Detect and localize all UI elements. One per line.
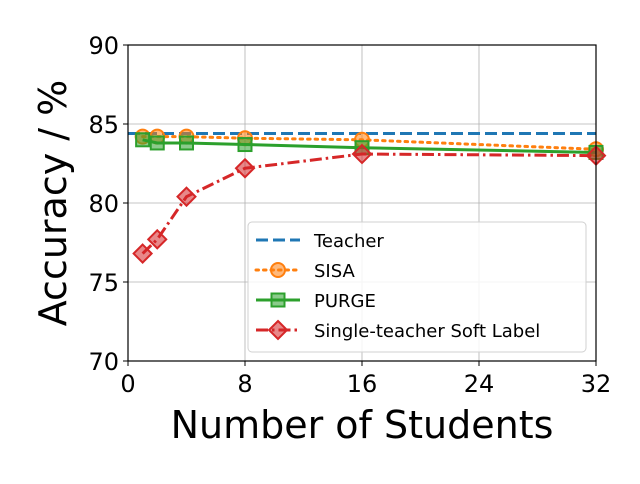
series-line-2 — [141, 135, 598, 151]
data-point-4 — [176, 186, 197, 208]
data-point-3 — [179, 135, 194, 151]
x-tick-label: 32 — [581, 370, 612, 398]
ticks: 0 8 16 24 32 70 75 80 85 90 — [88, 32, 611, 398]
data-point-3 — [135, 132, 151, 148]
data-point-4 — [132, 243, 154, 264]
data-point-4 — [146, 228, 168, 250]
data-point-4 — [351, 143, 373, 165]
legend-box — [247, 221, 587, 353]
data-point-3 — [237, 137, 253, 153]
legend-label: PURGE — [314, 291, 376, 312]
legend-label: Single-teacher Soft Label — [314, 321, 540, 342]
y-tick-label: 70 — [88, 348, 119, 376]
x-tick-label: 24 — [464, 370, 495, 398]
legend-label: Teacher — [313, 231, 384, 252]
x-tick-label: 8 — [237, 370, 252, 398]
x-axis-title: Number of Students — [171, 403, 554, 447]
y-tick-label: 75 — [88, 269, 119, 297]
legend-swatch-marker — [270, 292, 286, 308]
legend-label: SISA — [314, 261, 355, 282]
y-tick-label: 80 — [88, 190, 119, 218]
data-point-3 — [149, 135, 165, 151]
x-tick-label: 0 — [120, 370, 135, 398]
data-point-4 — [234, 157, 256, 179]
legend-swatch-marker — [267, 319, 289, 341]
y-axis-title: Accuracy / % — [31, 80, 75, 327]
y-tick-label: 90 — [88, 32, 119, 60]
legend-swatch-marker — [270, 262, 286, 278]
series-layer — [128, 128, 607, 264]
legend: Teacher SISA PURGE Single-teacher Soft Labe… — [247, 221, 587, 353]
y-tick-label: 85 — [88, 111, 119, 139]
x-tick-label: 16 — [347, 370, 378, 398]
